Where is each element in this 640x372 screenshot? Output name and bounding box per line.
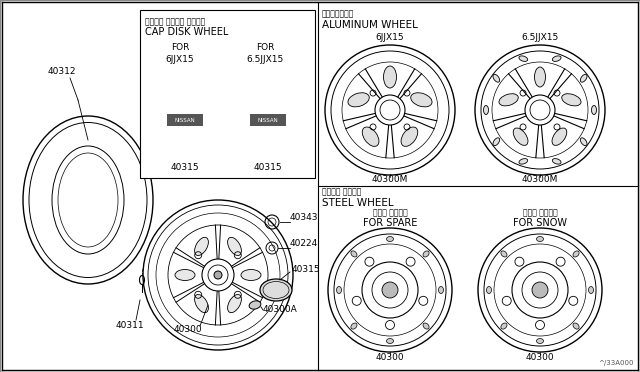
Bar <box>140 10 315 178</box>
Text: FOR SPARE: FOR SPARE <box>363 218 417 228</box>
Ellipse shape <box>423 251 429 257</box>
Ellipse shape <box>513 128 528 145</box>
Ellipse shape <box>337 286 342 294</box>
Ellipse shape <box>387 237 394 241</box>
Text: 40300: 40300 <box>173 326 202 334</box>
Circle shape <box>475 45 605 175</box>
Ellipse shape <box>493 138 500 146</box>
Text: 40300: 40300 <box>376 353 404 362</box>
Ellipse shape <box>552 56 561 61</box>
Text: ALUMINUM WHEEL: ALUMINUM WHEEL <box>322 20 418 30</box>
Ellipse shape <box>348 93 369 107</box>
Ellipse shape <box>401 127 418 147</box>
Ellipse shape <box>195 237 209 256</box>
Text: 40311: 40311 <box>116 321 144 330</box>
Ellipse shape <box>383 66 397 88</box>
Ellipse shape <box>573 323 579 329</box>
Ellipse shape <box>499 94 518 106</box>
Circle shape <box>525 95 555 125</box>
Ellipse shape <box>519 56 527 61</box>
Text: 40300M: 40300M <box>522 176 558 185</box>
Circle shape <box>214 271 222 279</box>
Ellipse shape <box>589 286 593 294</box>
Bar <box>250 114 286 126</box>
Ellipse shape <box>438 286 444 294</box>
Text: ^/33A000: ^/33A000 <box>598 360 634 366</box>
Ellipse shape <box>580 138 587 146</box>
Text: 40224: 40224 <box>290 240 318 248</box>
Ellipse shape <box>486 286 492 294</box>
Text: NISSAN: NISSAN <box>258 118 278 122</box>
Ellipse shape <box>536 339 543 343</box>
Ellipse shape <box>519 158 527 164</box>
Text: 6.5JJX15: 6.5JJX15 <box>522 33 559 42</box>
Text: NISSAN: NISSAN <box>175 118 195 122</box>
Text: 40312: 40312 <box>48 67 76 77</box>
Ellipse shape <box>175 269 195 280</box>
Ellipse shape <box>260 279 292 301</box>
Ellipse shape <box>387 339 394 343</box>
Text: 40300M: 40300M <box>372 176 408 185</box>
Circle shape <box>532 282 548 298</box>
Circle shape <box>328 228 452 352</box>
Text: 6.5JJX15: 6.5JJX15 <box>246 55 284 64</box>
Ellipse shape <box>552 128 567 145</box>
Ellipse shape <box>423 323 429 329</box>
Text: スペア タイヤ用: スペア タイヤ用 <box>372 208 408 218</box>
Circle shape <box>143 200 293 350</box>
Text: FOR: FOR <box>256 44 274 52</box>
Ellipse shape <box>483 106 488 115</box>
Ellipse shape <box>195 295 209 312</box>
Text: 40300: 40300 <box>525 353 554 362</box>
Text: STEEL WHEEL: STEEL WHEEL <box>322 198 394 208</box>
Ellipse shape <box>241 269 261 280</box>
Text: 40315: 40315 <box>292 266 321 275</box>
Ellipse shape <box>536 237 543 241</box>
Ellipse shape <box>534 67 545 87</box>
Ellipse shape <box>351 251 357 257</box>
Text: CAP DISK WHEEL: CAP DISK WHEEL <box>145 27 228 37</box>
Ellipse shape <box>228 237 241 256</box>
Ellipse shape <box>562 94 581 106</box>
Text: 6JJX15: 6JJX15 <box>376 33 404 42</box>
Text: 40315: 40315 <box>171 163 199 171</box>
Text: 40343: 40343 <box>290 214 319 222</box>
Bar <box>167 114 203 126</box>
Ellipse shape <box>493 74 500 82</box>
Text: 6JJX15: 6JJX15 <box>166 55 195 64</box>
Circle shape <box>382 282 398 298</box>
Ellipse shape <box>23 116 153 284</box>
Ellipse shape <box>501 251 507 257</box>
Circle shape <box>478 228 602 352</box>
Text: スチール ホイール: スチール ホイール <box>322 187 362 196</box>
Circle shape <box>226 78 310 162</box>
Text: スノー タイヤ用: スノー タイヤ用 <box>523 208 557 218</box>
Text: ディスク ホイール キャップ: ディスク ホイール キャップ <box>145 17 205 26</box>
Circle shape <box>325 45 455 175</box>
Ellipse shape <box>362 127 379 147</box>
Ellipse shape <box>580 74 587 82</box>
Ellipse shape <box>591 106 596 115</box>
Text: FOR SNOW: FOR SNOW <box>513 218 567 228</box>
Ellipse shape <box>411 93 432 107</box>
Text: 40315: 40315 <box>253 163 282 171</box>
Ellipse shape <box>351 323 357 329</box>
Circle shape <box>143 78 227 162</box>
Circle shape <box>375 95 405 125</box>
Circle shape <box>202 259 234 291</box>
Text: アルミホイール: アルミホイール <box>322 10 355 19</box>
Ellipse shape <box>501 323 507 329</box>
Ellipse shape <box>249 301 261 309</box>
Ellipse shape <box>228 295 241 312</box>
Ellipse shape <box>573 251 579 257</box>
Ellipse shape <box>552 158 561 164</box>
Text: FOR: FOR <box>171 44 189 52</box>
Text: 40300A: 40300A <box>263 305 298 314</box>
